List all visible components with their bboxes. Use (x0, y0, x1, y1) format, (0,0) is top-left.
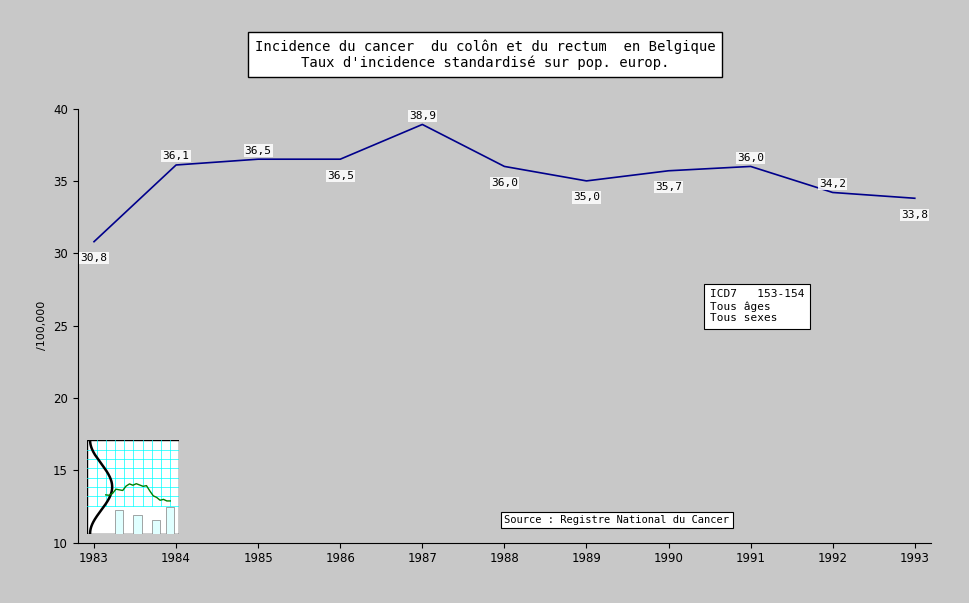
Text: 36,5: 36,5 (327, 171, 354, 181)
Text: 36,0: 36,0 (736, 153, 764, 163)
Bar (114, 510, 123, 534)
Text: 34,2: 34,2 (819, 179, 845, 189)
Text: 36,0: 36,0 (490, 178, 517, 188)
Text: ICD7   153-154
Tous âges
Tous sexes: ICD7 153-154 Tous âges Tous sexes (709, 289, 803, 323)
Bar (134, 515, 141, 534)
Text: 36,1: 36,1 (163, 151, 189, 162)
Y-axis label: /100,000: /100,000 (38, 301, 47, 350)
Text: Incidence du cancer  du colôn et du rectum  en Belgique
Taux d'incidence standar: Incidence du cancer du colôn et du rectu… (255, 39, 714, 71)
Text: Source : Registre National du Cancer: Source : Registre National du Cancer (504, 516, 729, 525)
Text: 30,8: 30,8 (80, 253, 108, 264)
Text: 35,7: 35,7 (654, 182, 681, 192)
Text: 38,9: 38,9 (408, 111, 435, 121)
Text: 33,8: 33,8 (900, 210, 927, 220)
Text: 35,0: 35,0 (573, 192, 600, 203)
Bar (151, 520, 160, 534)
Bar (166, 508, 173, 534)
Text: 36,5: 36,5 (244, 145, 271, 156)
